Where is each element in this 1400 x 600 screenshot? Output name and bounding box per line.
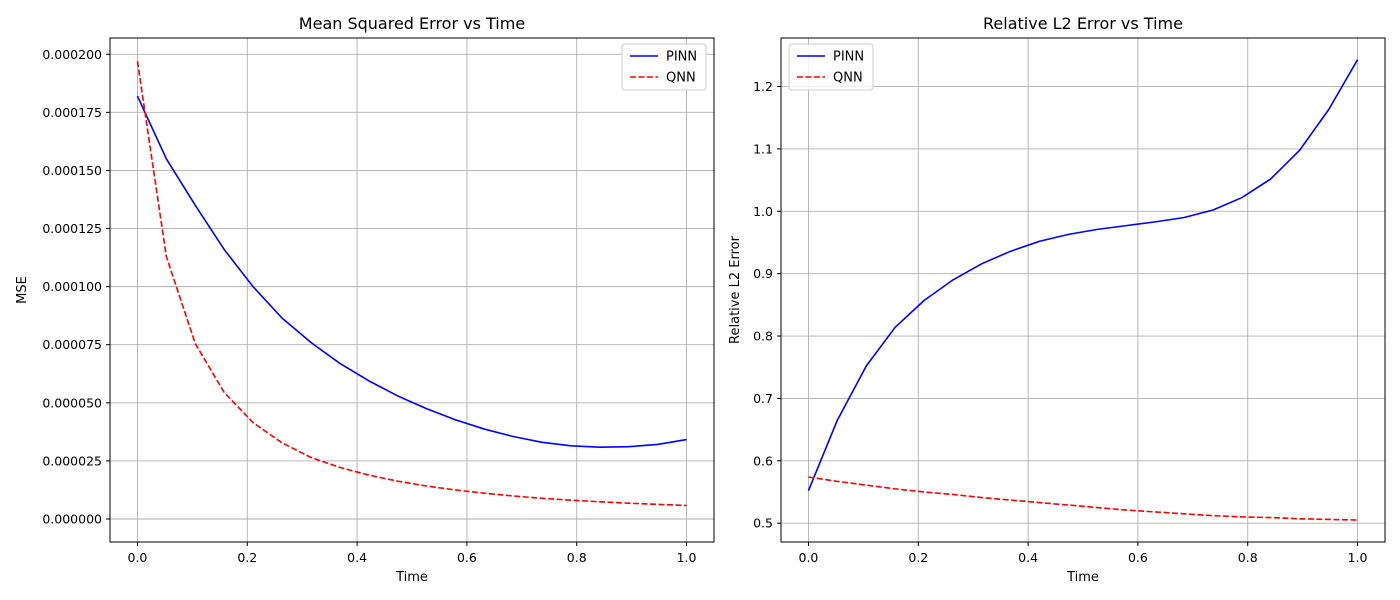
y-axis-label: MSE	[15, 276, 30, 304]
x-axis-label: Time	[1066, 570, 1099, 585]
legend: PINN QNN	[788, 43, 874, 91]
y-tick-label: 0.000075	[42, 337, 102, 352]
y-tick-label: 0.7	[753, 391, 773, 406]
x-tick-label: 0.6	[457, 550, 477, 565]
x-tick-label: 0.2	[237, 550, 257, 565]
legend-label-qnn: QNN	[833, 71, 863, 86]
legend-label-qnn: QNN	[666, 71, 696, 86]
y-tick-label: 1.0	[753, 204, 773, 219]
series-line-qnn	[808, 476, 1358, 521]
y-axis-label: Relative L2 Error	[728, 235, 743, 344]
chart-title: Relative L2 Error vs Time	[983, 14, 1183, 33]
x-tick-label: 0.0	[128, 550, 148, 565]
y-tick-label: 0.6	[753, 453, 773, 468]
x-axis-label: Time	[395, 570, 428, 585]
y-tick-label: 0.5	[753, 516, 773, 531]
x-tick-label: 0.0	[799, 550, 819, 565]
series-line-pinn	[807, 59, 1359, 492]
relative-l2-chart-panel: 0.0 0.2 0.4 0.6 0.8 1.0 0.5 0.6 0.7 0.8 0.9 1.0 1.1 1…	[728, 14, 1386, 585]
x-tick-label: 0.6	[1128, 550, 1148, 565]
plot-frame	[780, 37, 1386, 543]
y-tick-label: 1.2	[753, 79, 773, 94]
x-tick-label: 0.8	[1238, 550, 1258, 565]
y-tick-label: 0.000175	[42, 105, 102, 120]
y-tick-label: 0.000000	[42, 511, 102, 526]
y-tick-label: 0.000025	[42, 453, 102, 468]
x-tick-label: 0.2	[908, 550, 928, 565]
x-tick-label: 1.0	[677, 550, 697, 565]
plot-frame	[109, 37, 715, 543]
y-tick-label: 0.000125	[42, 221, 102, 236]
series-line-qnn	[136, 61, 687, 507]
legend: PINN QNN	[621, 43, 707, 91]
legend-label-pinn: PINN	[833, 50, 864, 65]
series-line-pinn	[136, 95, 687, 449]
mse-chart-panel: 0.0 0.2 0.4 0.6 0.8 1.0 0.000000 0.000025 0.0000…	[15, 14, 715, 585]
x-tick-label: 0.8	[567, 550, 587, 565]
chart-title: Mean Squared Error vs Time	[299, 14, 525, 33]
y-tick-label: 0.9	[753, 266, 773, 281]
y-tick-label: 0.000200	[42, 47, 102, 62]
x-tick-label: 0.4	[347, 550, 367, 565]
y-tick-label: 0.8	[753, 329, 773, 344]
legend-label-pinn: PINN	[666, 50, 697, 65]
x-tick-label: 1.0	[1348, 550, 1368, 565]
y-tick-label: 0.000100	[42, 279, 102, 294]
y-tick-label: 0.000050	[42, 395, 102, 410]
x-tick-label: 0.4	[1018, 550, 1038, 565]
y-tick-label: 1.1	[753, 141, 773, 156]
y-tick-label: 0.000150	[42, 163, 102, 178]
